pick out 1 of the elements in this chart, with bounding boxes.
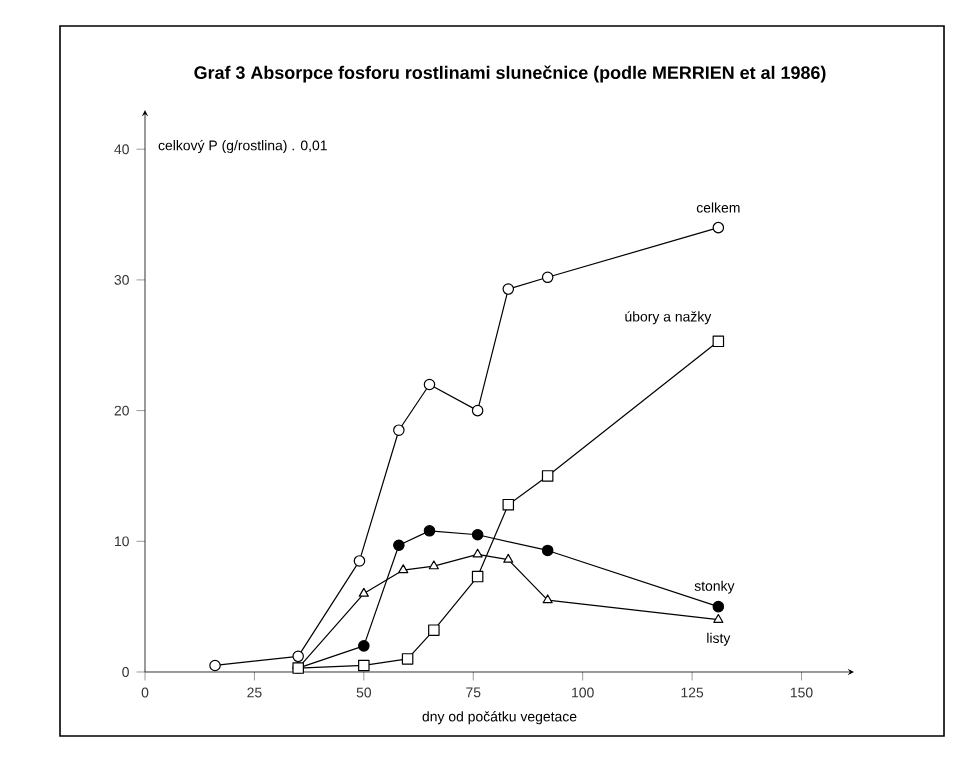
chart-title: Graf 3 Absorpce fosforu rostlinami slunečnice (podle MERRIEN et al 1986) bbox=[194, 65, 826, 83]
